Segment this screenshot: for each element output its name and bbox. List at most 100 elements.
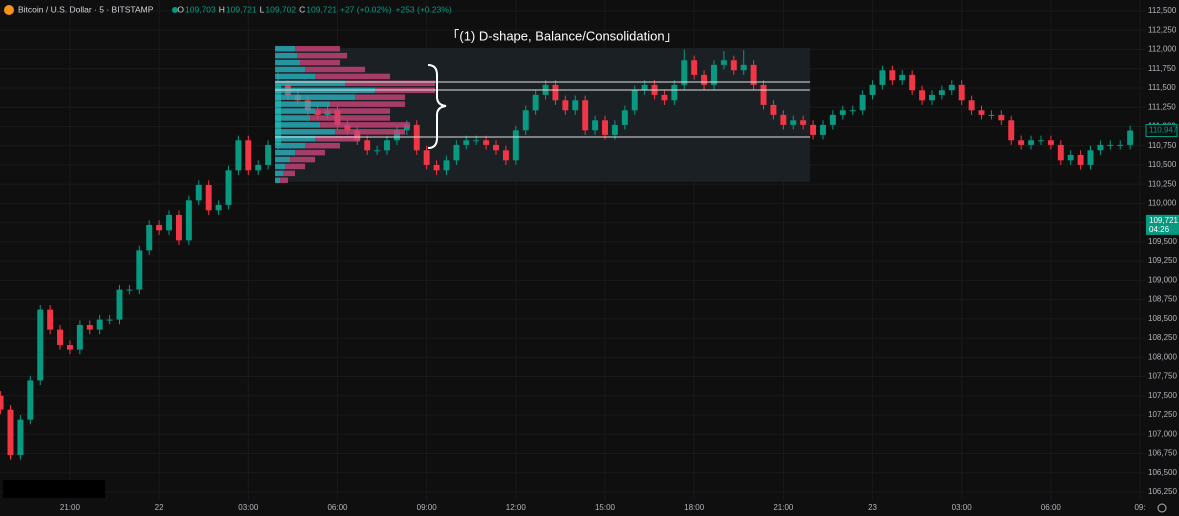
candle-body bbox=[948, 84, 955, 91]
candle-body bbox=[1067, 154, 1074, 161]
x-tick-label: 12:00 bbox=[506, 503, 527, 512]
vp-down-bar bbox=[335, 129, 406, 135]
change-value: +253 (+0.23%) bbox=[396, 4, 452, 14]
y-tick-label: 108,000 bbox=[1148, 352, 1177, 361]
ohlc-key: L bbox=[260, 4, 265, 14]
x-tick-label: 09:00 bbox=[417, 503, 438, 512]
candle-body bbox=[641, 84, 648, 91]
candle-body bbox=[116, 289, 123, 320]
redacted-box bbox=[3, 480, 105, 498]
x-tick-label: 23 bbox=[868, 503, 877, 512]
vp-down-bar bbox=[315, 108, 391, 114]
grid bbox=[0, 0, 1145, 500]
y-tick-label: 109,500 bbox=[1148, 237, 1177, 246]
candle-body bbox=[126, 289, 133, 291]
candle-body bbox=[443, 160, 450, 171]
candle-body bbox=[156, 224, 163, 231]
candle-body bbox=[96, 319, 103, 330]
candle-body bbox=[671, 84, 678, 101]
candle-body bbox=[76, 324, 83, 350]
candle-body bbox=[889, 70, 896, 81]
candle-body bbox=[661, 94, 668, 101]
header: Bitcoin / U.S. Dollar · 5 · BITSTAMP O 109… bbox=[4, 4, 452, 15]
candle-body bbox=[720, 60, 727, 65]
vp-down-bar bbox=[300, 59, 341, 66]
bracket bbox=[427, 64, 447, 149]
candle-body bbox=[205, 184, 212, 211]
y-tick-label: 107,750 bbox=[1148, 372, 1177, 381]
vp-down-bar bbox=[305, 66, 366, 73]
candle-body bbox=[473, 140, 480, 142]
candle-body bbox=[770, 104, 777, 115]
y-tick-label: 111,750 bbox=[1148, 64, 1176, 73]
candle-body bbox=[711, 64, 717, 85]
y-tick-label: 106,500 bbox=[1148, 468, 1177, 477]
y-tick-label: 107,250 bbox=[1148, 410, 1177, 419]
vp-up-bar bbox=[275, 142, 306, 149]
annotation: 「(1) D-shape, Balance/Consolidation」 bbox=[446, 28, 677, 43]
y-tick-label: 110,750 bbox=[1148, 141, 1177, 150]
x-tick-label: 09: bbox=[1134, 503, 1145, 512]
candle-body bbox=[245, 140, 252, 171]
y-tick-label: 111,250 bbox=[1148, 102, 1176, 111]
settings-icon[interactable] bbox=[1157, 503, 1167, 513]
y-tick-label: 109,250 bbox=[1148, 256, 1177, 265]
candle-body bbox=[66, 345, 73, 350]
change-value: +27 (+0.02%) bbox=[340, 4, 392, 14]
candle-body bbox=[780, 114, 787, 125]
price-label: 109,721 bbox=[1149, 216, 1178, 225]
vp-up-bar bbox=[275, 149, 296, 156]
candle-body bbox=[869, 84, 876, 95]
candle-body bbox=[701, 74, 708, 85]
candle-body bbox=[730, 60, 737, 71]
ohlc-value: 109,721 bbox=[306, 4, 337, 14]
candle-body bbox=[136, 250, 143, 290]
candle-body bbox=[1107, 144, 1114, 146]
candle-body bbox=[790, 120, 797, 125]
symbol-icon bbox=[4, 5, 14, 15]
symbol-title: Bitcoin / U.S. Dollar · 5 · BITSTAMP bbox=[18, 4, 154, 14]
candle-body bbox=[0, 395, 4, 410]
ohlc-key: O bbox=[177, 4, 184, 14]
candle-body bbox=[928, 94, 935, 101]
price-label: 110,947 bbox=[1149, 126, 1178, 135]
candle-body bbox=[859, 94, 866, 111]
ohlc-value: 109,702 bbox=[265, 4, 296, 14]
vp-up-bar bbox=[275, 163, 286, 170]
y-tick-label: 112,000 bbox=[1148, 45, 1177, 54]
candle-body bbox=[839, 110, 846, 115]
vp-down-bar bbox=[315, 73, 391, 80]
candle-body bbox=[27, 380, 34, 420]
y-tick-label: 107,000 bbox=[1148, 429, 1177, 438]
candle-body bbox=[166, 214, 173, 231]
candle-body bbox=[384, 140, 390, 151]
candle-body bbox=[998, 114, 1005, 121]
vp-down-bar bbox=[345, 80, 436, 87]
candle-body bbox=[7, 409, 14, 456]
candle-body bbox=[602, 120, 608, 135]
candle-body bbox=[235, 140, 242, 171]
countdown-label: 04:26 bbox=[1149, 225, 1170, 234]
candle-body bbox=[175, 214, 182, 241]
candle-body bbox=[1018, 140, 1025, 145]
candle-body bbox=[691, 60, 698, 75]
candle-body bbox=[988, 114, 995, 116]
candle-body bbox=[86, 324, 93, 330]
y-tick-label: 107,500 bbox=[1148, 391, 1177, 400]
y-tick-label: 110,250 bbox=[1148, 179, 1177, 188]
vp-down-bar bbox=[280, 177, 289, 184]
candle-body bbox=[1037, 140, 1044, 142]
candle-body bbox=[225, 170, 232, 205]
price-label-box bbox=[1146, 214, 1179, 235]
y-tick-label: 108,750 bbox=[1148, 295, 1177, 304]
candle-body bbox=[968, 100, 975, 111]
candle-body bbox=[849, 110, 856, 112]
candle-body bbox=[522, 110, 529, 131]
x-tick-label: 03:00 bbox=[238, 503, 259, 512]
candle-body bbox=[255, 164, 262, 171]
vp-down-bar bbox=[297, 52, 348, 59]
vp-up-bar bbox=[275, 170, 284, 177]
candle-body bbox=[47, 309, 54, 330]
candle-body bbox=[393, 130, 400, 141]
candle-body bbox=[582, 100, 589, 131]
